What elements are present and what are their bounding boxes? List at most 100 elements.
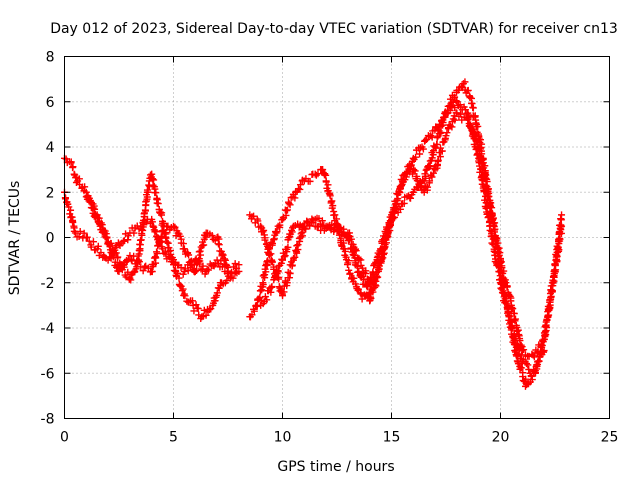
data-point [421, 170, 429, 178]
data-point [103, 234, 111, 242]
data-point [204, 266, 212, 274]
data-point [281, 252, 289, 260]
data-point [416, 150, 424, 158]
data-point [465, 120, 473, 128]
data-point [293, 249, 301, 257]
data-point [67, 158, 75, 166]
data-point [346, 270, 354, 278]
data-point [443, 129, 451, 137]
data-point [250, 212, 258, 220]
data-point [422, 166, 430, 174]
data-point [144, 264, 152, 272]
data-point [148, 170, 156, 178]
data-point [474, 122, 482, 130]
data-point [272, 229, 280, 237]
y-axis-label: SDTVAR / TECUs [7, 181, 23, 296]
data-point [520, 346, 528, 354]
data-point [416, 183, 424, 191]
data-point [472, 145, 480, 153]
data-point [266, 251, 274, 259]
data-point [130, 229, 138, 237]
data-point [425, 162, 433, 170]
data-point [438, 147, 446, 155]
data-point [203, 265, 211, 273]
x-tick-label: 15 [383, 430, 401, 446]
data-point [382, 235, 390, 243]
data-point [221, 255, 229, 263]
data-point [474, 150, 482, 158]
data-point [424, 183, 432, 191]
data-point [152, 227, 160, 235]
data-point [499, 289, 507, 297]
data-point [297, 181, 305, 189]
data-point [291, 253, 299, 261]
data-point [148, 175, 156, 183]
data-point [363, 283, 371, 291]
data-point [344, 259, 352, 267]
data-point [535, 357, 543, 365]
data-point [185, 251, 193, 259]
series-track-c [82, 193, 232, 276]
data-point [400, 199, 408, 207]
data-marks [61, 78, 566, 390]
data-point [120, 237, 128, 245]
data-point [433, 140, 441, 148]
data-point [61, 195, 69, 203]
data-point [457, 110, 465, 118]
data-point [472, 136, 480, 144]
data-point [505, 313, 513, 321]
data-point [285, 200, 293, 208]
data-point [386, 221, 394, 229]
y-tick-label: -6 [41, 366, 55, 382]
data-point [192, 301, 200, 309]
data-point [83, 233, 91, 241]
data-point [556, 234, 564, 242]
data-point [362, 270, 370, 278]
data-point [269, 239, 277, 247]
data-point [455, 86, 463, 94]
data-point [333, 222, 341, 230]
data-point [267, 250, 275, 258]
data-point [421, 136, 429, 144]
y-tick-label: -2 [41, 276, 55, 292]
data-point [484, 214, 492, 222]
data-point [130, 252, 138, 260]
data-point [336, 224, 344, 232]
data-point [197, 251, 205, 259]
data-point [465, 113, 473, 121]
data-point [434, 156, 442, 164]
data-point [366, 290, 374, 298]
data-point [293, 242, 301, 250]
data-point [290, 254, 298, 262]
data-point [153, 196, 161, 204]
data-point [464, 86, 472, 94]
data-point [259, 281, 267, 289]
data-point [342, 253, 350, 261]
data-point [279, 292, 287, 300]
data-point [76, 227, 84, 235]
data-point [250, 307, 258, 315]
data-point [407, 161, 415, 169]
data-point [264, 244, 272, 252]
data-point [306, 177, 314, 185]
data-point [504, 309, 512, 317]
data-point [213, 289, 221, 297]
data-point [94, 242, 102, 250]
data-point [379, 254, 387, 262]
data-point [174, 269, 182, 277]
data-point [211, 260, 219, 268]
data-point [489, 240, 497, 248]
data-point [547, 293, 555, 301]
data-point [303, 217, 311, 225]
data-point [286, 269, 294, 277]
data-point [157, 211, 165, 219]
data-point [215, 284, 223, 292]
data-point [522, 375, 530, 383]
data-point [67, 206, 75, 214]
data-point [367, 289, 375, 297]
data-point [75, 233, 83, 241]
data-point [446, 107, 454, 115]
data-point [288, 261, 296, 269]
data-point [350, 274, 358, 282]
